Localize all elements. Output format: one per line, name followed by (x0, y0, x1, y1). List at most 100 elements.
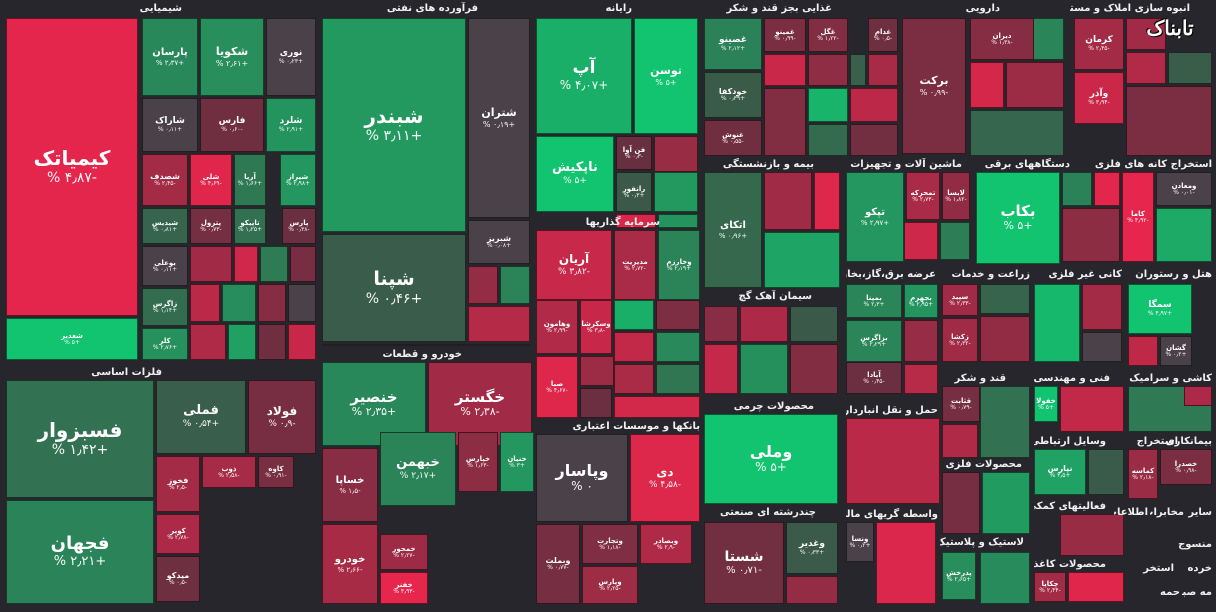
stock-tile[interactable]: گشان +۰٫۲ % (1160, 336, 1192, 366)
stock-tile[interactable]: اتکای +۰٫۹۶ % (704, 172, 762, 288)
stock-tile[interactable]: آریان -۳٫۸۲ % (536, 230, 612, 300)
stock-tile[interactable]: کماسه -۲٫۱۸ % (1128, 449, 1158, 499)
stock-tile[interactable]: لابسا -۱٫۸۲ % (942, 172, 970, 220)
stock-tile[interactable]: پارسان +۲٫۳۷ % (142, 18, 198, 96)
stock-tile[interactable]: توسن +۵ % (634, 18, 698, 134)
stock-tile[interactable]: شلی -۴٫۶۹ % (190, 154, 232, 206)
stock-tile[interactable]: آپ +۴٫۰۷ % (536, 18, 632, 134)
stock-tile[interactable]: شیدیس +۰٫۸۱ % (142, 208, 188, 244)
stock-tile[interactable]: غگل -۱٫۲۲ % (808, 18, 848, 52)
stock-tile[interactable]: زکشا -۲٫۳۲ % (942, 318, 978, 362)
stock-tile[interactable]: شغدیر +۵ % (6, 318, 138, 360)
stock-tile[interactable]: قثابت -۰٫۷۹ % (942, 386, 980, 422)
stock-tile[interactable]: خبهمن +۲٫۱۷ % (380, 432, 456, 506)
stock-tile[interactable]: سمگا +۴٫۹۷ % (1128, 284, 1192, 334)
stock-tile[interactable]: کرمان -۲٫۴۵ % (1074, 18, 1124, 70)
stock-tile[interactable]: مدیریت -۲٫۷۲ % (614, 230, 656, 300)
stock-tile[interactable]: فارس -۰٫۶۰ % (200, 98, 264, 152)
stock-tile[interactable]: غدام -۰٫۵ % (868, 18, 898, 52)
stock-tile[interactable]: خفولا +۵ % (1034, 386, 1058, 422)
stock-tile[interactable]: فسبزوار +۱٫۴۲ % (6, 380, 154, 498)
stock-tile[interactable]: پارس -۰٫۳۸ % (282, 208, 316, 244)
stock-tile[interactable]: تمحرکه -۲٫۷۳ % (906, 172, 940, 220)
stock-tile[interactable]: وتجارت -۱٫۱۸ % (582, 524, 638, 564)
stock-tile[interactable]: شستا -۰٫۷۱ % (704, 522, 784, 604)
stock-tile[interactable]: بکاب +۵ % (976, 172, 1060, 264)
stock-tile[interactable]: فملی +۰٫۵۴ % (156, 380, 246, 454)
stock-tile[interactable]: سپید -۲٫۳۳ % (942, 284, 978, 316)
treemap-cell-minor (846, 418, 940, 504)
stock-tile[interactable]: زاگرس +۱٫۱۴ % (142, 288, 188, 326)
stock-tile[interactable]: وهامون -۲٫۹۹ % (536, 300, 578, 354)
stock-tile[interactable]: کیمیاتک -۴٫۸۷ % (6, 18, 138, 316)
stock-tile[interactable]: تپکو +۲٫۹۷ % (846, 172, 904, 262)
stock-tile[interactable]: شبندر +۳٫۱۱ % (322, 18, 466, 232)
stock-tile[interactable]: شیراز +۲٫۹۸ % (280, 154, 316, 206)
stock-tile[interactable]: وسکرشا -۳٫۸ % (580, 300, 612, 354)
stock-tile[interactable]: شصدف -۲٫۴۵ % (142, 154, 188, 206)
stock-tile[interactable]: کاوه -۰٫۹۱ % (258, 456, 294, 488)
stock-tile[interactable]: برکت -۰٫۹۹ % (902, 18, 966, 154)
stock-tile[interactable]: وبملت -۰٫۷۷ % (536, 524, 580, 604)
stock-tile[interactable]: خمحور -۲٫۲۷ % (380, 534, 428, 570)
stock-tile[interactable]: پترول -۰٫۷۳ % (190, 208, 232, 244)
stock-tile[interactable]: خنیان +۳ % (500, 432, 534, 492)
stock-tile[interactable]: شلرد +۲٫۹۱ % (266, 98, 316, 152)
stock-tile[interactable]: وغدیر +۰٫۳۳ % (786, 522, 838, 574)
stock-tile[interactable]: غصینو +۲٫۱۲ % (704, 18, 762, 70)
stock-change: +۰٫۲ % (849, 541, 871, 549)
stock-tile[interactable]: خساپا -۱٫۵ % (322, 448, 378, 522)
stock-tile[interactable]: فجهان +۲٫۲۱ % (6, 500, 154, 604)
stock-tile[interactable]: تاپیکو +۱٫۲۵ % (234, 208, 266, 244)
stock-tile[interactable]: شکویا +۲٫۶۱ % (200, 18, 264, 96)
stock-tile[interactable]: خودرو -۲٫۶۶ % (322, 524, 378, 604)
stock-tile[interactable]: وملی +۵ % (704, 414, 838, 504)
stock-tile[interactable]: کویر -۲٫۷۸ % (156, 514, 200, 554)
stock-tile[interactable]: شبریز +۰٫۰۸ % (468, 220, 530, 264)
stock-tile[interactable]: نوری +۰٫۲۳ % (266, 18, 316, 96)
stock-tile[interactable]: آبادا -۰٫۴۵ % (846, 362, 902, 394)
stock-tile[interactable]: کاما -۴٫۹۲ % (1122, 172, 1154, 262)
stock-tile[interactable]: فخوز -۲٫۵ % (156, 456, 200, 512)
stock-tile[interactable]: بوعلی +۰٫۱۱ % (142, 246, 188, 286)
stock-tile[interactable]: نپارس +۳٫۵ % (1034, 449, 1086, 495)
stock-tile[interactable]: وآذر -۳٫۹۴ % (1074, 72, 1124, 124)
stock-tile[interactable]: خودکفا +۰٫۳۹ % (704, 72, 762, 118)
treemap-cell-minor (1126, 18, 1166, 50)
stock-tile[interactable]: وبصادر -۲٫۹ % (640, 524, 692, 564)
stock-tile[interactable]: غمینو -۰٫۹۹ % (764, 18, 806, 52)
stock-tile[interactable]: چکاپا -۲٫۴۴ % (1034, 572, 1066, 602)
stock-tile[interactable]: وپاسار ۰ % (536, 434, 628, 522)
stock-tile[interactable]: دیران -۱٫۳۸ % (970, 18, 1034, 60)
stock-tile[interactable]: میدکو -۰٫۵ % (156, 556, 200, 602)
stock-tile[interactable]: ذوب -۲٫۵۸ % (202, 456, 256, 488)
stock-tile[interactable]: پدرخش +۲٫۶۵ % (942, 552, 976, 600)
stock-tile[interactable]: فولاد -۰٫۹ % (248, 380, 316, 454)
stock-tile[interactable]: دی -۴٫۵۸ % (630, 434, 700, 522)
stock-tile[interactable]: وخارزم +۲٫۱۹ % (658, 230, 700, 300)
treemap-cell-minor (322, 344, 530, 346)
stock-tile[interactable]: فن آوا -۰٫۳ % (616, 136, 652, 170)
stock-tile[interactable]: خصدرا -۰٫۹۸ % (1160, 449, 1212, 485)
stock-tile[interactable]: شتران +۰٫۱۹ % (468, 18, 530, 218)
stock-tile[interactable]: کلر +۲٫۷۶ % (142, 328, 188, 360)
stock-tile[interactable]: وپارس -۲٫۲۵ % (582, 566, 638, 604)
treemap-cell-minor (808, 88, 848, 122)
stock-tile[interactable]: شپنا +۰٫۴۶ % (322, 234, 466, 342)
stock-tile[interactable]: بمپنا +۲٫۳ % (846, 284, 902, 318)
stock-tile[interactable]: رانفور +۰٫۳ % (616, 172, 652, 212)
stock-tile[interactable]: خپارس -۱٫۶۳ % (458, 432, 498, 492)
stock-tile[interactable]: ناپکیش +۵ % (536, 136, 614, 212)
stock-tile[interactable]: صبا -۴٫۶۷ % (536, 356, 578, 418)
stock-tile[interactable]: بجهرم +۲٫۹۵ % (904, 284, 938, 318)
stock-tile[interactable]: خفنر -۴٫۹۳ % (380, 572, 428, 604)
stock-symbol: پترول (200, 218, 222, 227)
stock-symbol: کویر (170, 526, 186, 535)
stock-tile[interactable]: ومعادن -۰٫۰۱ % (1156, 172, 1212, 206)
stock-tile[interactable]: بزاگرس +۲٫۲۹ % (846, 320, 902, 362)
stock-tile[interactable]: ونسا +۰٫۲ % (846, 522, 874, 562)
stock-tile[interactable]: شاراک +۰٫۱۱ % (142, 98, 198, 152)
sector-title: دستگاههای برقی (984, 159, 1070, 170)
stock-tile[interactable]: آریا +۱٫۶۶ % (234, 154, 266, 206)
stock-tile[interactable]: غنوش -۰٫۵۵ % (704, 120, 762, 156)
